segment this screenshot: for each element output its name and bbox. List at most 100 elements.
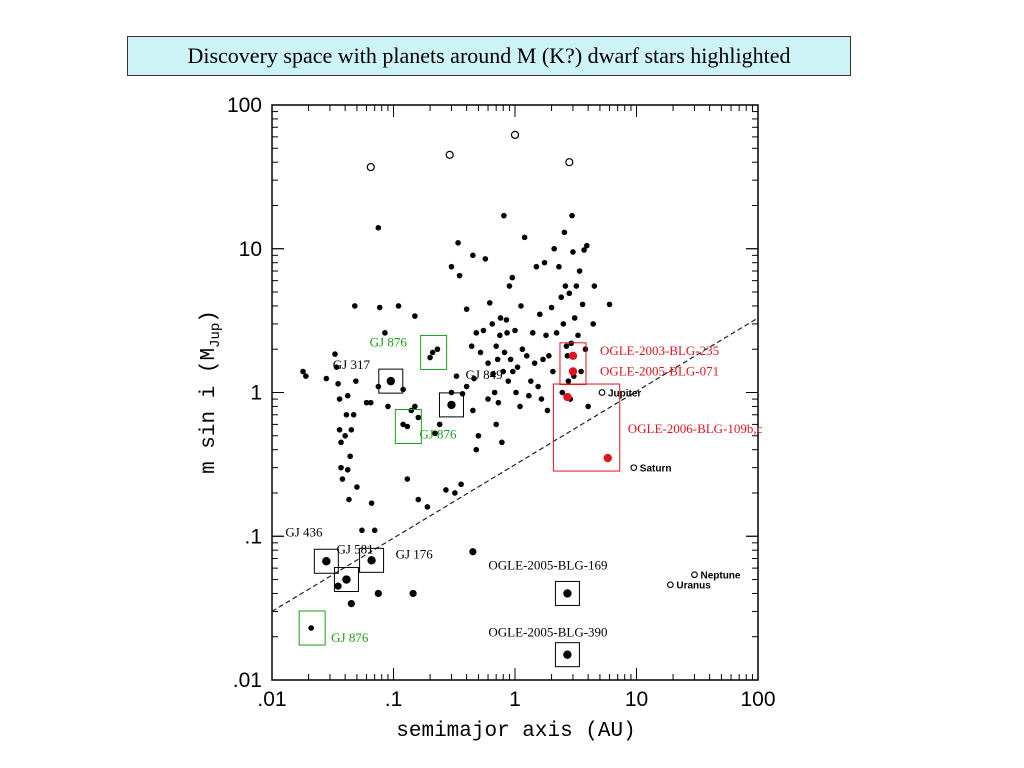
planet-point (424, 504, 431, 510)
planet-point (336, 396, 343, 402)
planet-point (561, 229, 568, 236)
planet-point (374, 589, 382, 598)
highlight-box-green (420, 334, 448, 370)
brown-dwarf-point (445, 150, 454, 159)
planet-point (526, 392, 532, 399)
planet-point (354, 484, 360, 490)
planet-point (350, 411, 357, 418)
planet-point (518, 303, 524, 309)
planet-point (563, 343, 570, 349)
planet-point (482, 256, 489, 262)
planet-point (531, 360, 538, 366)
solar-system-point (598, 389, 606, 396)
planet-label-green: GJ 876 (419, 427, 457, 442)
planet-point (353, 378, 359, 384)
planet-point (562, 283, 569, 289)
solar-system-point (667, 581, 674, 589)
x-tick-label: 1 (509, 688, 521, 711)
planet-point (550, 368, 556, 375)
planet-point (584, 242, 590, 249)
y-axis-label-close: ) (198, 310, 221, 323)
y-tick-label: .01 (233, 669, 262, 692)
highlight-box (359, 547, 385, 573)
planet-point (489, 321, 496, 327)
planet-point (468, 343, 475, 349)
planet-point (375, 224, 382, 231)
planet-point (606, 301, 613, 308)
y-axis-label-main: m sin i (M (198, 348, 221, 474)
planet-point (512, 327, 518, 334)
planet-point (523, 353, 530, 359)
x-tick-label: 10 (625, 688, 648, 711)
planet-point (471, 375, 477, 382)
planet-point (343, 411, 350, 418)
planet-point (564, 353, 571, 359)
planet-point (519, 346, 526, 353)
x-axis-label: semimajor axis (AU) (396, 720, 635, 743)
planet-point (535, 383, 541, 390)
planet-point (395, 303, 402, 309)
planet-point (436, 421, 443, 428)
slide-title: Discovery space with planets around M (K… (187, 43, 791, 68)
highlighted-planet-point (563, 589, 572, 598)
planet-point (448, 263, 455, 270)
planet-point (456, 272, 463, 279)
highlighted-planet-point (367, 556, 376, 565)
planet-point (558, 294, 564, 301)
planet-point (540, 356, 546, 363)
planet-point (548, 304, 555, 311)
solar-system-point (691, 571, 698, 579)
planet-point (546, 353, 552, 359)
highlighted-planet-point (429, 349, 436, 356)
planet-point (333, 364, 340, 370)
planet-point (521, 234, 528, 241)
planet-point (342, 432, 348, 439)
planet-point (477, 349, 484, 356)
planet-point (509, 274, 516, 281)
planet-label: GJ 176 (396, 546, 434, 561)
planet-point (507, 356, 514, 363)
planet-point (485, 360, 491, 366)
planet-point (494, 356, 501, 363)
solar-system-label: Uranus (676, 581, 711, 592)
planet-point (332, 351, 338, 357)
planet-point (409, 589, 417, 598)
planet-point (490, 370, 496, 377)
planet-label-red: OGLE-2006-BLG-109b,c (628, 421, 763, 436)
planet-label-red: OGLE-2005-BLG-071 (600, 363, 719, 378)
planet-point (344, 466, 351, 473)
planet-point (503, 317, 510, 323)
y-tick-label: 100 (227, 94, 262, 117)
highlighted-planet-point (563, 650, 572, 659)
highlight-boxes-layer (298, 334, 621, 668)
brown-dwarf-point (510, 130, 520, 139)
planet-point (559, 389, 566, 396)
detection-limit-layer (271, 317, 759, 612)
planet-label: GJ 849 (465, 367, 502, 382)
planet-point (359, 527, 365, 534)
brown-dwarf-point (366, 162, 375, 172)
highlight-box (333, 567, 359, 593)
planet-point (346, 496, 352, 503)
planet-point (336, 427, 343, 433)
planet-point (300, 368, 306, 375)
planet-label-green: GJ 876 (370, 334, 408, 349)
planet-point (434, 346, 441, 353)
planet-point (412, 313, 418, 319)
planet-point (571, 315, 578, 321)
planet-point (376, 304, 383, 311)
planet-point (400, 421, 406, 428)
planet-point (470, 252, 476, 259)
planet-point (591, 283, 598, 289)
planet-point (590, 321, 596, 327)
planet-point (578, 368, 584, 375)
planet-point (504, 330, 510, 336)
planet-point (493, 343, 499, 349)
planet-point (473, 330, 480, 336)
highlight-box-green (394, 409, 422, 445)
planet-point (351, 303, 358, 309)
highlight-box (438, 392, 464, 418)
y-axis-label: m sin i (MJup) (198, 310, 224, 474)
planet-point (348, 427, 355, 433)
